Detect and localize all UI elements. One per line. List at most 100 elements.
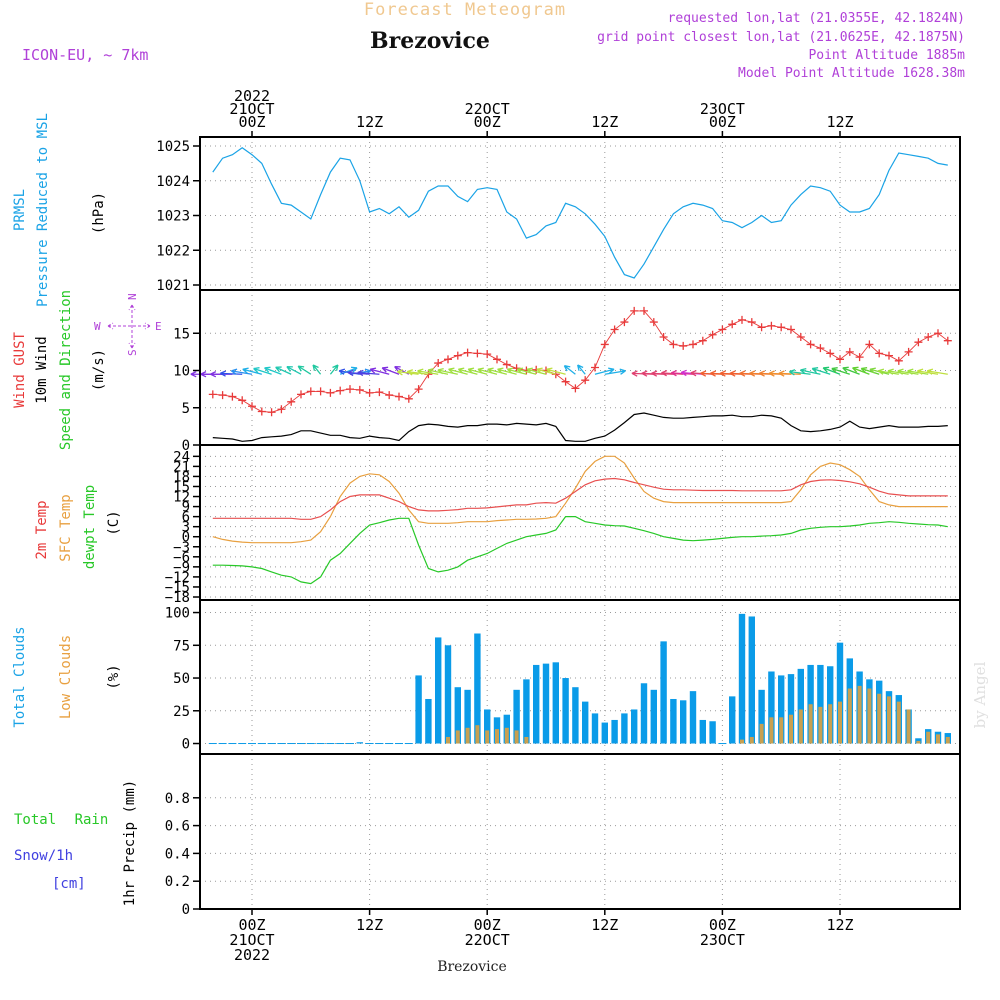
total-cloud-bar (552, 662, 559, 744)
gust-marker (473, 349, 482, 358)
y-tick-label: 3 (182, 520, 190, 536)
low-cloud-bar (857, 685, 862, 744)
total-cloud-bar (464, 689, 471, 744)
y-tick-label: −12 (165, 570, 190, 586)
low-cloud-bar (759, 723, 764, 744)
gust-marker (257, 407, 266, 416)
wind-arrow (437, 367, 458, 375)
bottom-time-label: 12Z (826, 916, 853, 934)
model-label: ICON-EU, ~ 7km (22, 46, 148, 64)
footer-location: Brezovice (437, 959, 507, 975)
gust-marker (845, 347, 854, 356)
wind-arrow (852, 366, 870, 375)
gust-marker (248, 402, 256, 411)
wind-arrow (230, 368, 253, 375)
gust-marker (747, 318, 756, 327)
total-cloud-bar (748, 616, 755, 744)
rain-label: Total Rain (14, 812, 108, 828)
gust-marker (336, 386, 345, 395)
bottom-time-label: 22OCT (465, 931, 510, 949)
gust-marker (806, 340, 815, 349)
wind-arrow (526, 367, 547, 375)
precip-unit: 1hr Precip (mm) (122, 780, 138, 906)
bottom-time-label: 23OCT (700, 931, 745, 949)
low-cloud-bar (446, 736, 450, 744)
temp2m-line (212, 477, 948, 520)
wind-arrow (427, 367, 449, 375)
pressure-unit: (hPa) (91, 192, 107, 234)
wind-arrow (800, 367, 821, 375)
gust-marker (914, 338, 923, 347)
gust-marker (659, 332, 668, 341)
total-cloud-bar (435, 637, 442, 744)
total-cloud-bar (611, 719, 618, 744)
gust-marker (502, 360, 511, 369)
wind-arrow (897, 368, 919, 375)
y-tick-label: 0 (182, 737, 190, 753)
y-tick-label: 12 (173, 490, 190, 506)
total-cloud-bar (817, 664, 824, 744)
wind-label-2: 10m Wind (34, 336, 50, 403)
y-tick-label: 50 (173, 671, 190, 687)
low-cloud-bar (749, 736, 754, 744)
total-cloud-bar (660, 641, 667, 744)
bottom-time-label: 2022 (234, 946, 270, 964)
wind-arrow (297, 365, 312, 375)
gust-marker (346, 385, 354, 394)
chart-title: Forecast Meteogram (364, 0, 566, 20)
clouds-unit: (%) (106, 664, 122, 689)
wind-arrow (788, 369, 811, 376)
gust-marker (404, 394, 413, 403)
y-tick-label: 75 (173, 638, 190, 654)
clouds-label-1: Total Clouds (12, 626, 28, 727)
compass-e: E (155, 320, 162, 333)
low-cloud-bar (818, 706, 823, 744)
gust-marker (493, 355, 501, 364)
gust-marker (297, 390, 305, 399)
bottom-time-label: 00Z (474, 916, 501, 934)
sfc-temp-line (212, 455, 948, 544)
wind-arrow (264, 366, 282, 375)
gust-marker (375, 388, 384, 397)
total-cloud-bar (601, 722, 608, 744)
low-cloud-bar (867, 688, 872, 744)
gust-marker (561, 377, 570, 386)
wind-arrow (357, 369, 380, 377)
wind-arrow (312, 364, 322, 375)
total-cloud-bar (572, 687, 579, 744)
gust-marker (620, 318, 629, 327)
low-cloud-bar (936, 734, 940, 744)
low-cloud-bar (838, 701, 842, 744)
y-tick-label: 1021 (156, 278, 190, 294)
panel-frame (199, 136, 961, 291)
y-tick-label: −6 (173, 550, 190, 566)
wind-arrow (831, 367, 850, 375)
top-time-label: 21OCT (229, 100, 274, 118)
clouds-label-2: Low Clouds (58, 635, 74, 719)
wind-arrow (577, 364, 586, 375)
total-cloud-bar (758, 689, 765, 744)
bottom-time-label: 21OCT (229, 931, 274, 949)
bottom-time-label: 12Z (591, 916, 618, 934)
gust-marker (816, 344, 825, 353)
gust-marker (708, 330, 717, 339)
y-tick-label: 15 (173, 479, 190, 495)
wind-arrow (253, 367, 272, 375)
gust-marker (855, 353, 864, 362)
wind-arrow (926, 368, 948, 375)
total-cloud-bar (425, 698, 432, 744)
y-tick-label: 0.8 (165, 791, 190, 807)
wind-arrow (546, 367, 566, 375)
gust-marker (414, 385, 423, 394)
gust-marker (787, 325, 795, 334)
y-tick-label: 6 (182, 510, 190, 526)
gust-marker (698, 336, 707, 345)
pressure-label-2: Pressure Reduced to MSL (35, 113, 51, 307)
gust-marker (777, 323, 786, 332)
y-tick-label: 9 (182, 500, 190, 516)
total-cloud-bar (621, 713, 628, 744)
gust-marker (600, 340, 609, 349)
snow-unit-label: [cm] (52, 876, 86, 892)
total-cloud-bar (523, 679, 530, 744)
total-cloud-bar (640, 683, 648, 744)
